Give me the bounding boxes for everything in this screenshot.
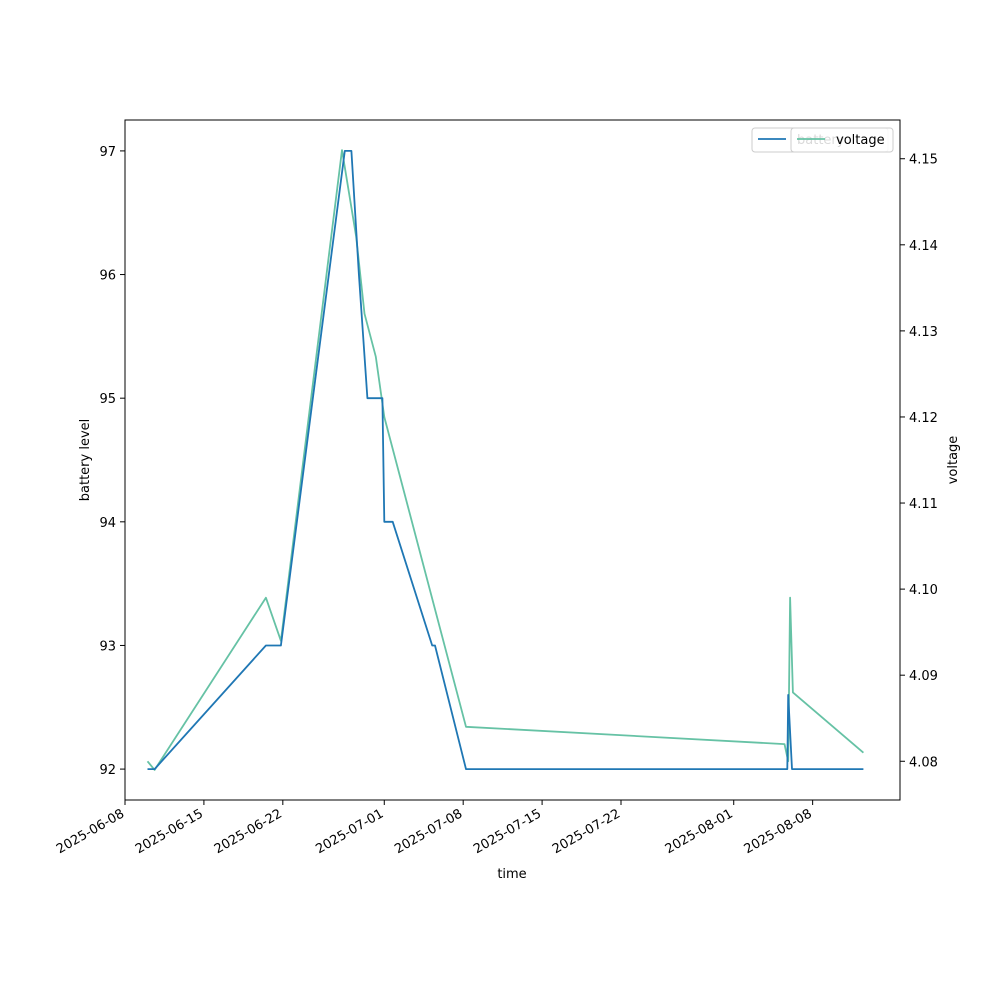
x-axis: 2025-06-08 2025-06-15 2025-06-22 2025-07-01… — [54, 800, 815, 857]
series-line-battery — [147, 149, 864, 770]
y-left-tick-label: 95 — [99, 392, 116, 407]
x-tick-label: 2025-07-15 — [471, 806, 544, 857]
plot-frame — [124, 119, 901, 801]
y-left-tick-label: 96 — [99, 269, 116, 284]
legend-voltage-label: voltage — [836, 133, 885, 148]
y-right-tick-label: 4.08 — [909, 755, 938, 770]
x-tick-label: 2025-06-15 — [133, 806, 206, 857]
series-line-voltage — [146, 149, 864, 771]
legend-voltage-box — [790, 127, 894, 153]
y-axis-left-label: battery level — [78, 419, 93, 502]
y-left-tick-label: 92 — [99, 763, 116, 778]
x-tick-label: 2025-06-22 — [212, 806, 285, 857]
x-tick-label: 2025-08-08 — [742, 806, 815, 857]
y-left-tick-label: 94 — [99, 516, 116, 531]
y-right-tick-label: 4.10 — [909, 583, 938, 598]
y-right-tick-label: 4.11 — [909, 497, 938, 512]
y-axis-right-label: voltage — [946, 436, 961, 485]
x-tick-label: 2025-07-08 — [392, 806, 465, 857]
y-left-tick-label: 93 — [99, 639, 116, 654]
x-axis-label: time — [497, 867, 526, 882]
x-tick-label: 2025-07-01 — [313, 806, 386, 857]
x-tick-label: 2025-07-22 — [550, 806, 623, 857]
series-layer — [146, 149, 864, 771]
legend-voltage: voltage — [790, 127, 894, 153]
y-right-tick-label: 4.09 — [909, 669, 938, 684]
y-axis-left: 92 93 94 95 96 97 — [99, 145, 125, 778]
y-right-tick-label: 4.15 — [909, 153, 938, 168]
y-left-tick-label: 97 — [99, 145, 116, 160]
y-axis-right: 4.08 4.09 4.10 4.11 4.12 4.13 4.14 4.15 — [900, 153, 938, 770]
y-right-tick-label: 4.12 — [909, 411, 938, 426]
y-right-tick-label: 4.14 — [909, 239, 938, 254]
y-right-tick-label: 4.13 — [909, 325, 938, 340]
x-tick-label: 2025-08-01 — [663, 806, 736, 857]
x-tick-label: 2025-06-08 — [54, 806, 127, 857]
plot-area — [125, 120, 900, 800]
